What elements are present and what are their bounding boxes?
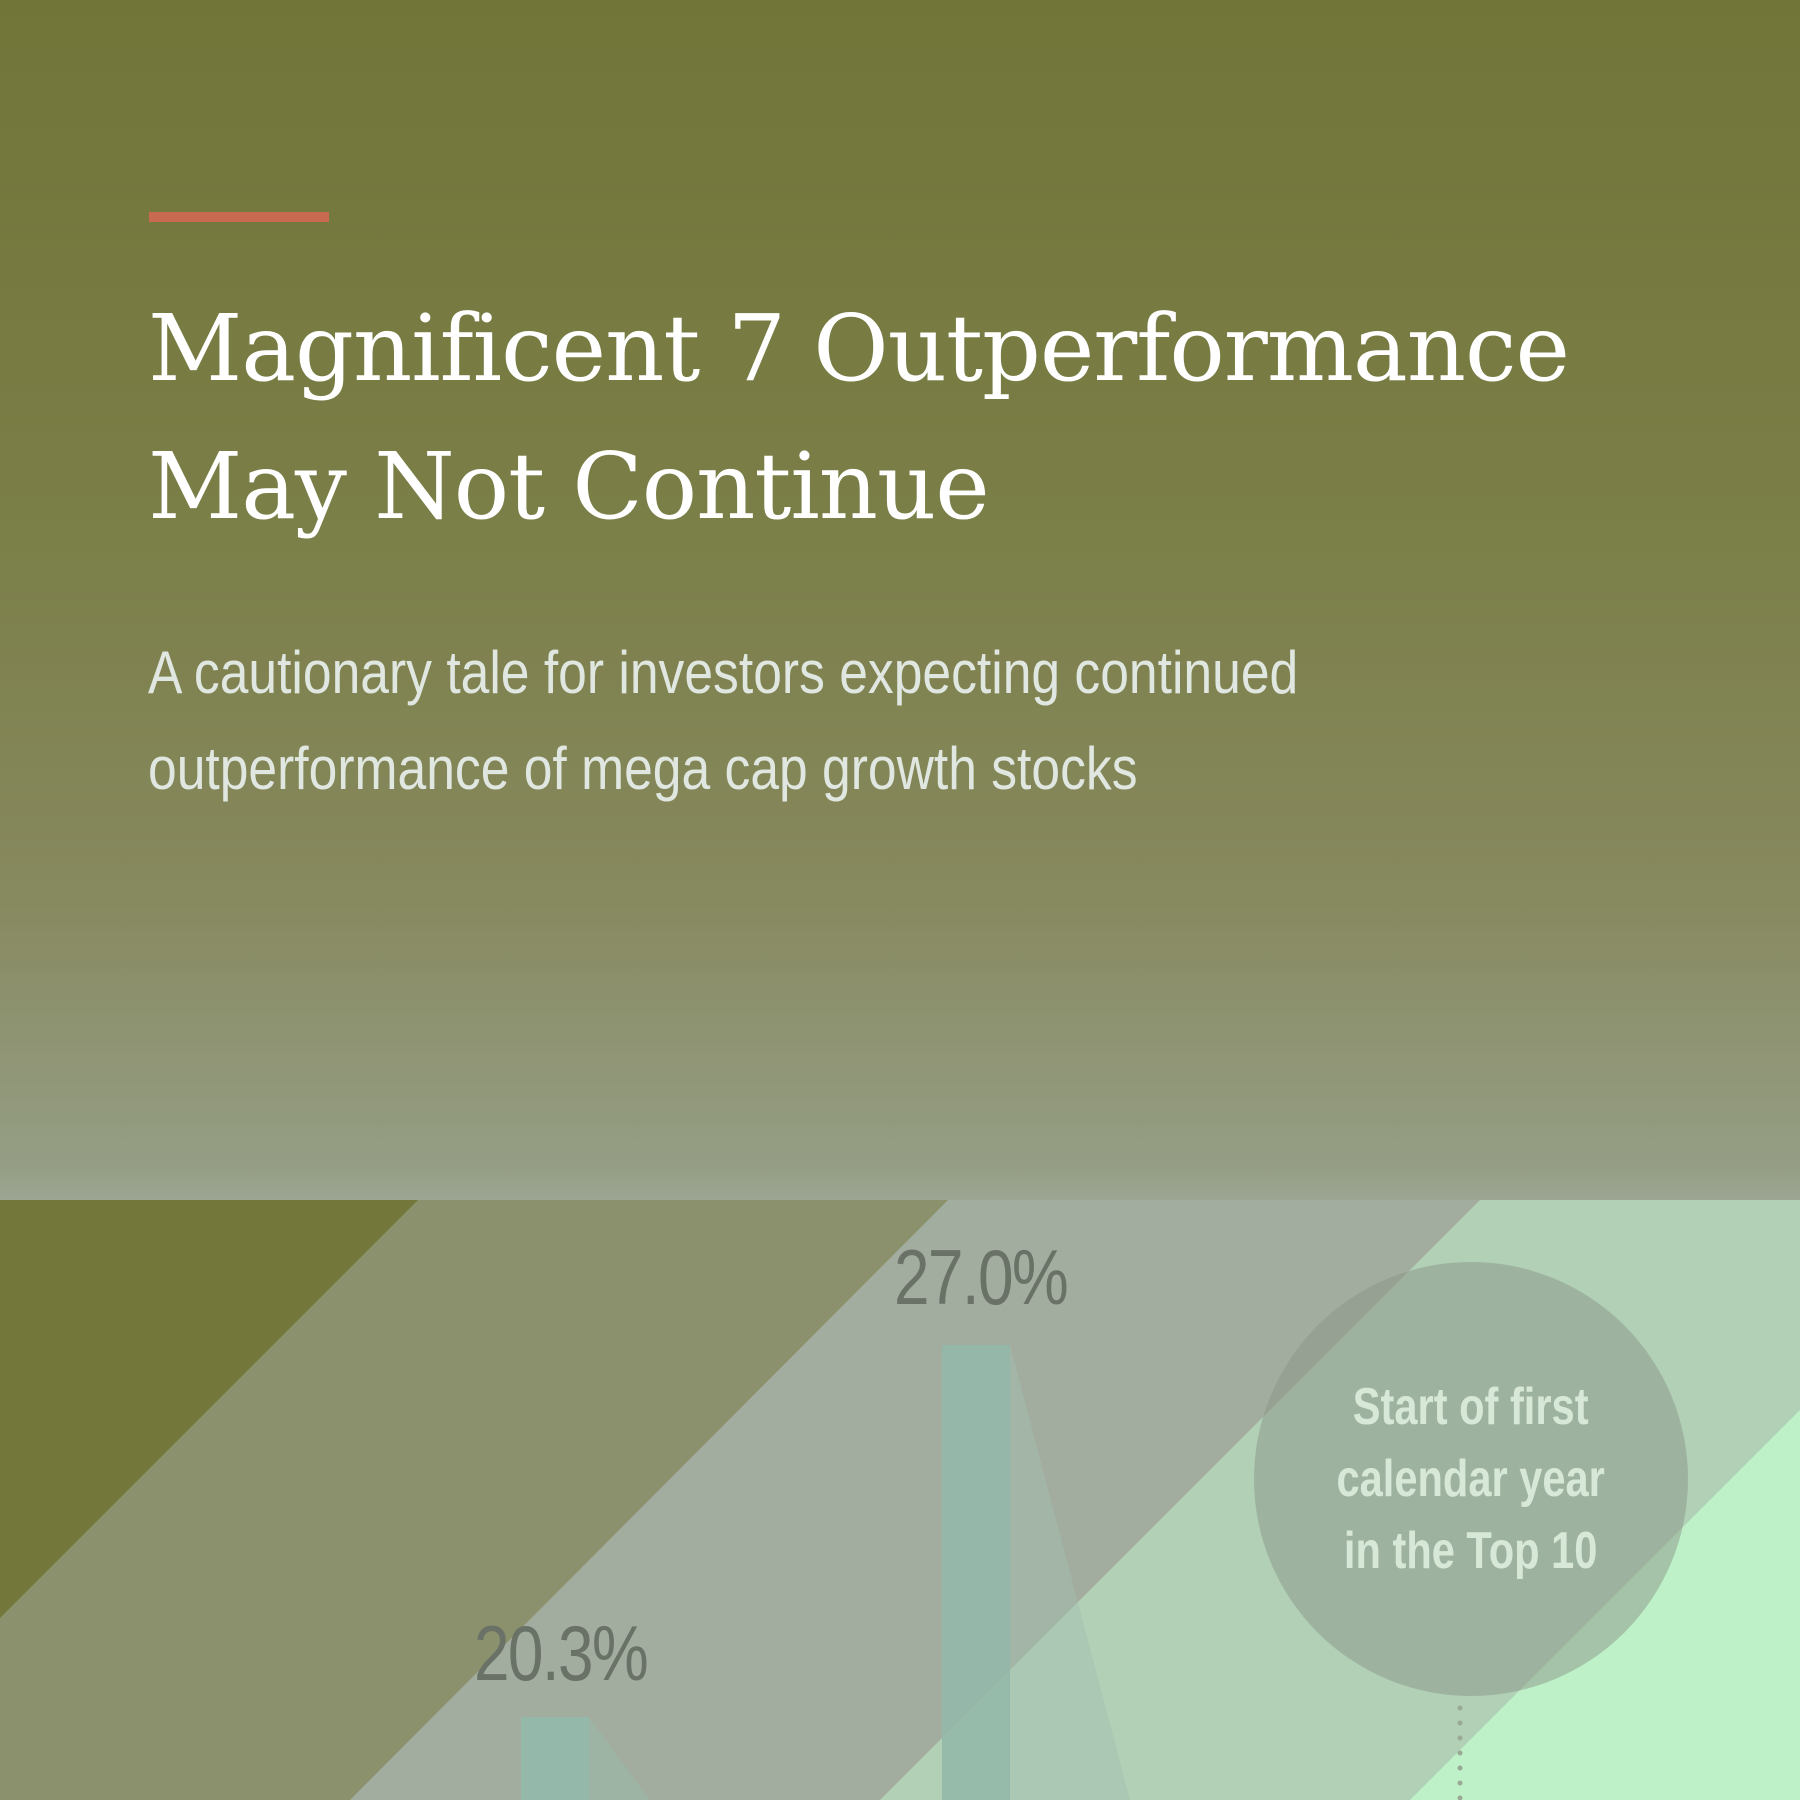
page-title: Magnificent 7 Outperformance May Not Con… [148,280,1748,556]
bar-value-label-2: 27.0% [894,1233,1069,1321]
subtitle-line-2: outperformance of mega cap growth stocks [148,735,1138,802]
bar-2 [942,1345,1010,1800]
callout-circle: Start of first calendar year in the Top … [1254,1262,1688,1696]
title-line-1: Magnificent 7 Outperformance [148,295,1570,402]
accent-bar [149,212,329,222]
title-line-2: May Not Continue [148,433,990,540]
bar-value-label-1: 20.3% [474,1609,649,1697]
callout-text: Start of first calendar year in the Top … [1336,1378,1606,1580]
page-subtitle: A cautionary tale for investors expectin… [148,625,1610,817]
subtitle-line-1: A cautionary tale for investors expectin… [148,639,1299,706]
bar-1 [521,1717,589,1800]
